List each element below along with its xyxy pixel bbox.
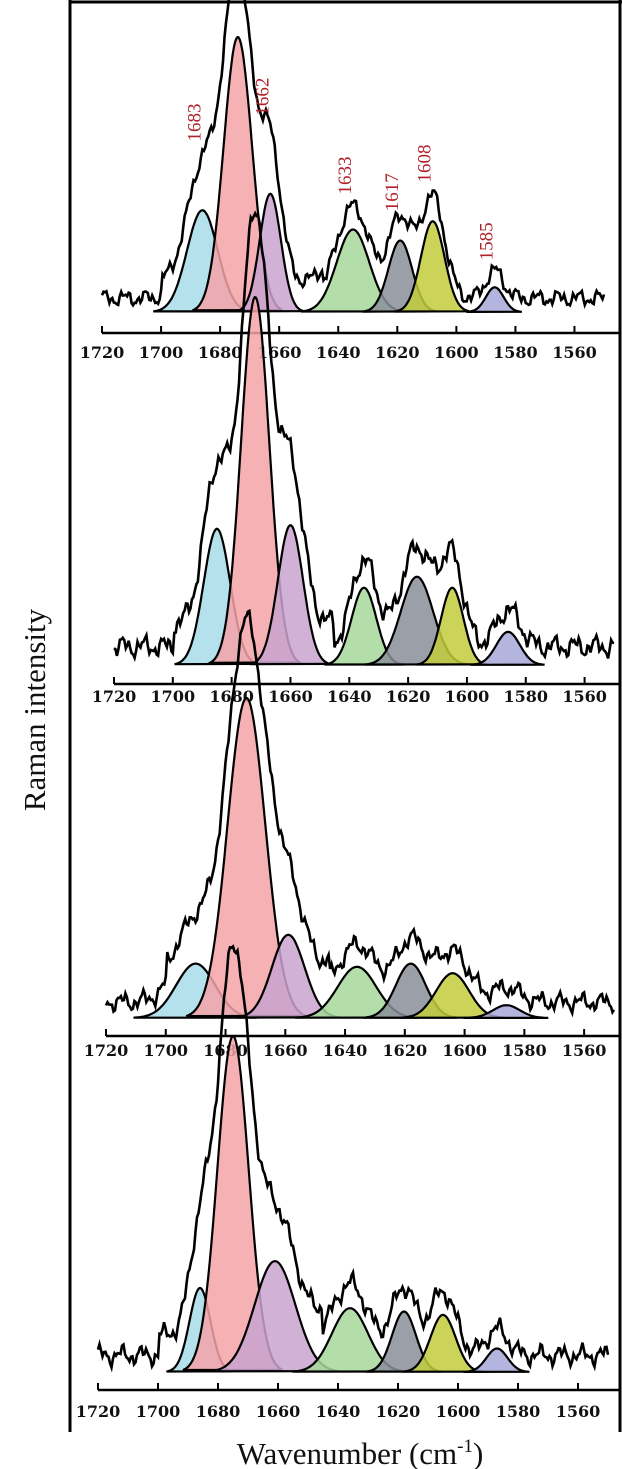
x-tick-label-1660-panel-4: 1660 [256, 1402, 301, 1421]
spectrum-panel-2: 1720 1700 1680 1660 1640 1620 1600 1580 1560 [92, 210, 620, 706]
x-axis-title-close: ) [473, 1436, 483, 1469]
x-tick-label-1560-panel-1: 1560 [552, 343, 597, 362]
x-tick-label-1600-panel-1: 1600 [434, 343, 479, 362]
band-1608-panel-2 [416, 586, 488, 666]
x-tick-label-1660-panel-3: 1660 [263, 1041, 308, 1060]
measured-spectrum-panel-3 [104, 608, 616, 1018]
peak-label-1617: 1617 [382, 173, 403, 211]
x-tick-label-1680-panel-1: 1680 [198, 343, 243, 362]
x-tick-label-1640-panel-1: 1640 [316, 343, 361, 362]
peak-label-1633: 1633 [335, 157, 356, 195]
peak-label-1608: 1608 [415, 145, 436, 183]
measured-spectrum-panel-1 [100, 0, 606, 309]
x-tick-label-1700-panel-3: 1700 [143, 1041, 188, 1060]
x-tick-label-1660-panel-1: 1660 [257, 343, 302, 362]
spectrum-panel-4: 1720 1700 1680 1660 1640 1620 1600 1580 1560 [76, 944, 620, 1421]
x-tick-label-1720-panel-4: 1720 [76, 1402, 121, 1421]
x-tick-label-1720-panel-1: 1720 [80, 343, 125, 362]
x-tick-label-1580-panel-3: 1580 [502, 1041, 547, 1060]
x-tick-label-1600-panel-2: 1600 [445, 687, 490, 706]
x-tick-label-1620-panel-2: 1620 [386, 687, 431, 706]
x-tick-label-1620-panel-1: 1620 [375, 343, 420, 362]
x-axis-title-main: Wavenumber (cm [237, 1436, 457, 1469]
band-1585-panel-3 [463, 1004, 549, 1019]
x-axis-title: Wavenumber (cm-1) [237, 1436, 484, 1469]
x-tick-label-1700-panel-4: 1700 [136, 1402, 181, 1421]
x-tick-label-1560-panel-3: 1560 [562, 1041, 607, 1060]
measured-spectrum-panel-2 [113, 210, 615, 663]
spectrum-panel-1: 1720 1700 1680 1660 1640 1620 1600 1580 1560 1683… [80, 0, 620, 362]
x-tick-label-1680-panel-3: 1680 [203, 1041, 248, 1060]
x-tick-label-1580-panel-2: 1580 [503, 687, 548, 706]
spectrum-panel-3: 1720 1700 1680 1660 1640 1620 1600 1580 1560 [84, 608, 620, 1060]
x-tick-label-1660-panel-2: 1660 [268, 687, 313, 706]
x-axis-title-superscript: -1 [457, 1436, 473, 1457]
peak-label-1662: 1662 [252, 78, 273, 116]
x-tick-label-1640-panel-3: 1640 [323, 1041, 368, 1060]
peak-label-1683: 1683 [184, 104, 205, 142]
band-1608-panel-4 [402, 1313, 484, 1373]
band-1585-panel-1 [466, 286, 522, 313]
x-tick-label-1600-panel-4: 1600 [436, 1402, 481, 1421]
x-tick-label-1680-panel-4: 1680 [196, 1402, 241, 1421]
x-tick-label-1560-panel-4: 1560 [556, 1402, 601, 1421]
x-tick-label-1620-panel-4: 1620 [376, 1402, 421, 1421]
spectra-panels: 1720 1700 1680 1660 1640 1620 1600 1580 1560 1683… [76, 0, 620, 1421]
x-tick-label-1700-panel-1: 1700 [139, 343, 184, 362]
x-tick-label-1580-panel-4: 1580 [496, 1402, 541, 1421]
x-tick-label-1580-panel-1: 1580 [493, 343, 538, 362]
y-axis-title: Raman intensity [17, 608, 52, 811]
x-tick-label-1640-panel-2: 1640 [327, 687, 372, 706]
band-1662-panel-2 [249, 524, 331, 666]
x-tick-label-1640-panel-4: 1640 [316, 1402, 361, 1421]
measured-spectrum-panel-4 [96, 944, 610, 1373]
x-tick-label-1620-panel-3: 1620 [383, 1041, 428, 1060]
x-tick-label-1720-panel-2: 1720 [92, 687, 137, 706]
band-1585-panel-4 [463, 1347, 530, 1373]
x-tick-label-1560-panel-2: 1560 [562, 687, 607, 706]
band-1662-panel-1 [236, 192, 304, 313]
band-1608-panel-1 [394, 220, 470, 313]
x-tick-label-1600-panel-3: 1600 [442, 1041, 487, 1060]
peak-label-1585: 1585 [477, 222, 498, 260]
x-tick-label-1720-panel-3: 1720 [84, 1041, 129, 1060]
band-1585-panel-2 [470, 630, 545, 666]
x-tick-label-1700-panel-2: 1700 [151, 687, 196, 706]
